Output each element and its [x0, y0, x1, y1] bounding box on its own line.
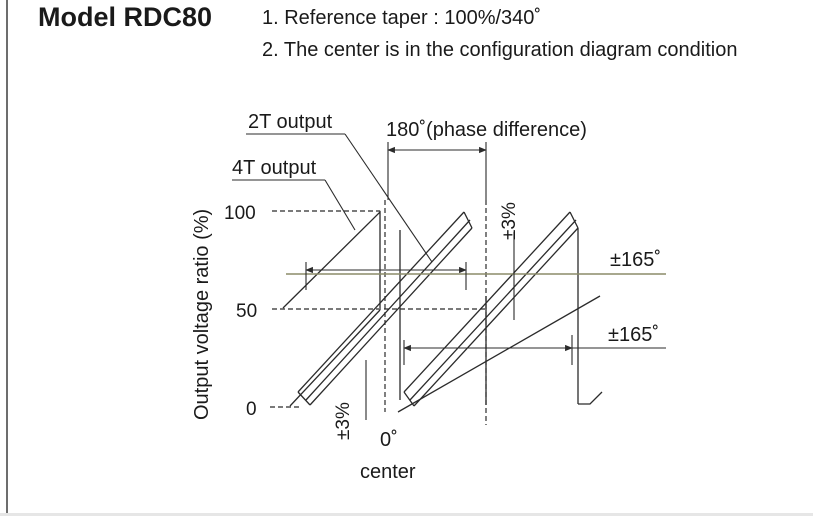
- label-tolerance-upper: ±3%: [499, 202, 520, 240]
- label-2t-leader: [344, 133, 433, 263]
- output-2t-band-left-b: [305, 219, 471, 401]
- label-tolerance-lower: ±3%: [333, 402, 354, 440]
- label-zero-degree: 0˚: [380, 429, 398, 451]
- output-4t-segment-0: [289, 309, 381, 407]
- y-tick-0: 0: [246, 399, 257, 420]
- y-axis-label: Output voltage ratio (%): [191, 209, 213, 420]
- note-center-condition: 2. The center is in the configuration di…: [262, 39, 737, 61]
- label-center: center: [360, 461, 416, 483]
- y-tick-100: 100: [224, 203, 256, 224]
- frame-bottom-border: [0, 513, 813, 516]
- label-angle-lower: ±165˚: [608, 324, 659, 346]
- output-2t-band-left-bottom: [297, 391, 311, 406]
- output-2t-band-right-a: [403, 211, 571, 393]
- output-2t-band-right-b: [409, 219, 577, 401]
- output-tail-right: [578, 391, 603, 405]
- output-2t-band-left-top: [463, 211, 473, 229]
- label-4t-leader: [324, 179, 356, 231]
- label-2t-output: 2T output: [248, 111, 333, 133]
- output-2t-band-right-bottom: [403, 391, 415, 407]
- output-2t-band-left-c: [309, 227, 473, 406]
- label-angle-upper: ±165˚: [610, 249, 661, 271]
- output-2t-band-left-a: [297, 211, 465, 393]
- note-reference-taper: 1. Reference taper : 100%/340˚: [262, 7, 541, 29]
- y-tick-50: 50: [236, 301, 257, 322]
- output-2t-band-right-top: [569, 211, 579, 229]
- frame-left-border: [6, 0, 8, 516]
- label-4t-output: 4T output: [232, 157, 317, 179]
- label-phase-difference: 180˚(phase difference): [386, 119, 587, 141]
- output-4t-segment-2: [397, 295, 601, 413]
- output-2t-band-right-c: [413, 227, 579, 407]
- output-4t-segment-1: [282, 210, 381, 309]
- model-title: Model RDC80: [38, 2, 212, 32]
